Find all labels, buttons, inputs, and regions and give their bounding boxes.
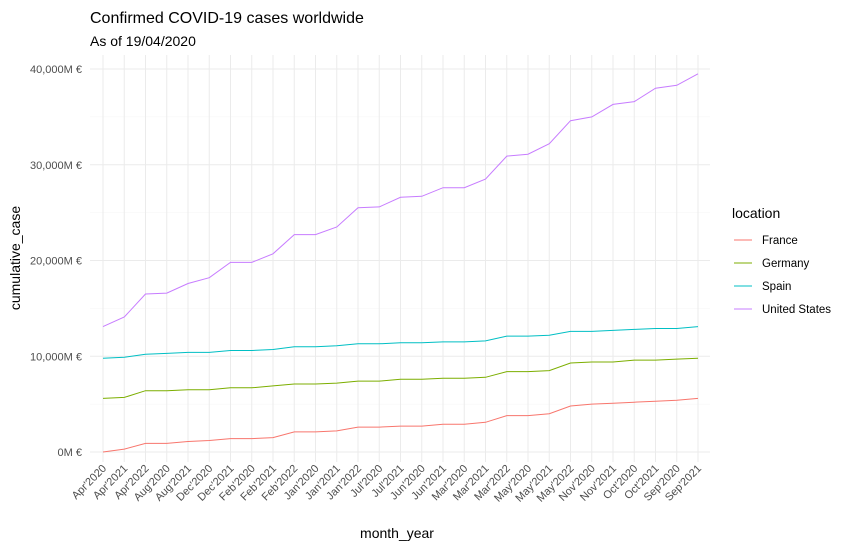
gridlines [90, 55, 710, 462]
legend-label: France [762, 235, 798, 247]
legend-title: location [732, 205, 780, 221]
y-tick-label: 0M € [58, 447, 82, 459]
series-line-spain [102, 326, 699, 359]
chart-title: Confirmed COVID-19 cases worldwide [90, 10, 364, 27]
series-line-france [102, 397, 699, 453]
legend: location France Germany Spain United States [732, 205, 831, 316]
y-tick-label: 20,000M € [30, 256, 82, 268]
x-axis-title: month_year [360, 525, 434, 541]
y-axis-title: cumulative_case [7, 206, 23, 310]
legend-label: Spain [762, 281, 791, 293]
y-tick-label: 30,000M € [30, 160, 82, 172]
y-tick-label: 40,000M € [30, 64, 82, 76]
series-lines [102, 73, 699, 453]
legend-label: Germany [762, 258, 810, 270]
y-tick-label: 10,000M € [30, 351, 82, 363]
x-axis-ticks: Apr'2020Apr'2021Apr'2022Aug'2020Aug'2021… [70, 463, 704, 505]
chart-subtitle: As of 19/04/2020 [90, 33, 196, 49]
y-axis-ticks: 0M € 10,000M € 20,000M € 30,000M € 40,000M € [30, 64, 82, 459]
series-line-germany [102, 357, 699, 399]
series-line-united-states [102, 73, 699, 328]
legend-label: United States [762, 304, 831, 316]
